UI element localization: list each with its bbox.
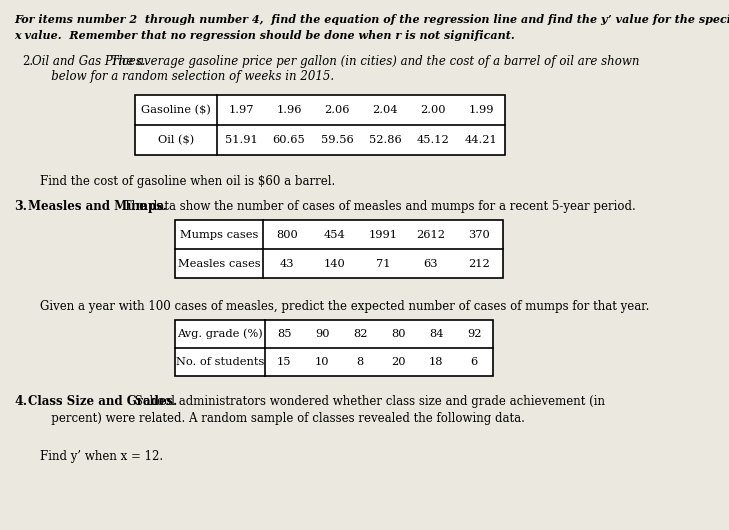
Text: 92: 92 <box>467 329 481 339</box>
Text: School administrators wondered whether class size and grade achievement (in: School administrators wondered whether c… <box>131 395 605 408</box>
Text: 8: 8 <box>356 357 364 367</box>
Text: 3.: 3. <box>14 200 27 213</box>
Text: 6: 6 <box>470 357 477 367</box>
Text: 800: 800 <box>276 229 298 240</box>
Text: 2612: 2612 <box>416 229 445 240</box>
Text: Oil ($): Oil ($) <box>158 135 194 145</box>
Text: 52.86: 52.86 <box>369 135 402 145</box>
Text: Measles and Mumps.: Measles and Mumps. <box>28 200 167 213</box>
Text: 1.96: 1.96 <box>276 105 302 115</box>
Text: 454: 454 <box>324 229 346 240</box>
Text: 80: 80 <box>391 329 405 339</box>
Text: 44.21: 44.21 <box>464 135 497 145</box>
Text: 15: 15 <box>277 357 292 367</box>
Text: No. of students: No. of students <box>176 357 264 367</box>
Text: Mumps cases: Mumps cases <box>180 229 258 240</box>
Text: 20: 20 <box>391 357 405 367</box>
Text: Oil and Gas Prices.: Oil and Gas Prices. <box>32 55 146 68</box>
Text: 85: 85 <box>277 329 292 339</box>
Text: 90: 90 <box>315 329 330 339</box>
Text: 82: 82 <box>353 329 367 339</box>
Text: 2.06: 2.06 <box>324 105 350 115</box>
Text: The average gasoline price per gallon (in cities) and the cost of a barrel of oi: The average gasoline price per gallon (i… <box>107 55 639 68</box>
Text: 2.: 2. <box>22 55 33 68</box>
Text: Find y’ when x = 12.: Find y’ when x = 12. <box>40 450 163 463</box>
Text: 4.: 4. <box>14 395 27 408</box>
Text: 71: 71 <box>375 259 390 269</box>
Text: Class Size and Grades.: Class Size and Grades. <box>28 395 177 408</box>
Text: 370: 370 <box>468 229 490 240</box>
Text: Measles cases: Measles cases <box>178 259 260 269</box>
Text: x value.  Remember that no regression should be done when r is not significant.: x value. Remember that no regression sho… <box>14 30 515 41</box>
Text: 63: 63 <box>424 259 438 269</box>
Text: 59.56: 59.56 <box>321 135 354 145</box>
Text: 84: 84 <box>429 329 443 339</box>
Text: 1.99: 1.99 <box>468 105 494 115</box>
Text: 1.97: 1.97 <box>228 105 254 115</box>
Text: 1991: 1991 <box>368 229 397 240</box>
Text: 43: 43 <box>280 259 295 269</box>
Text: The data show the number of cases of measles and mumps for a recent 5-year perio: The data show the number of cases of mea… <box>120 200 636 213</box>
Text: 18: 18 <box>429 357 443 367</box>
Text: 60.65: 60.65 <box>273 135 305 145</box>
Text: 10: 10 <box>315 357 330 367</box>
Text: 2.00: 2.00 <box>420 105 445 115</box>
Text: 51.91: 51.91 <box>225 135 257 145</box>
Text: 212: 212 <box>468 259 490 269</box>
Text: Given a year with 100 cases of measles, predict the expected number of cases of : Given a year with 100 cases of measles, … <box>40 300 650 313</box>
Text: For items number 2  through number 4,  find the equation of the regression line : For items number 2 through number 4, fin… <box>14 14 729 25</box>
Text: Gasoline ($): Gasoline ($) <box>141 105 211 115</box>
Text: Avg. grade (%): Avg. grade (%) <box>177 329 263 339</box>
Text: 2.04: 2.04 <box>373 105 398 115</box>
Text: 140: 140 <box>324 259 346 269</box>
Text: 45.12: 45.12 <box>417 135 449 145</box>
Text: Find the cost of gasoline when oil is $60 a barrel.: Find the cost of gasoline when oil is $6… <box>40 175 335 188</box>
Text: below for a random selection of weeks in 2015.: below for a random selection of weeks in… <box>40 70 334 83</box>
Text: percent) were related. A random sample of classes revealed the following data.: percent) were related. A random sample o… <box>40 412 525 425</box>
